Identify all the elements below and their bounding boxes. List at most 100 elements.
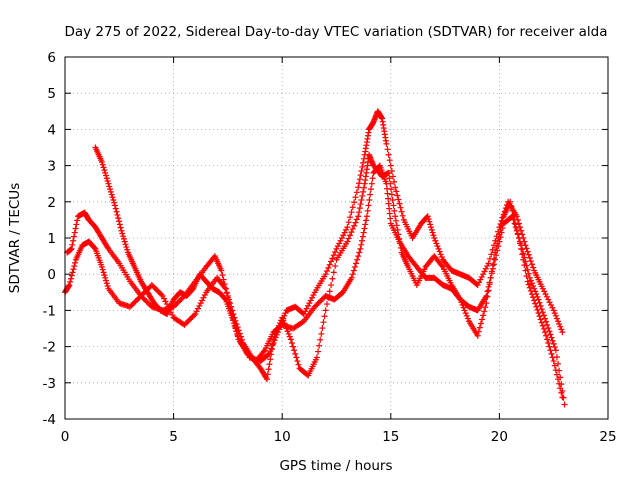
data-point (549, 337, 556, 344)
data-point (388, 191, 395, 198)
data-point (288, 339, 295, 346)
data-point (114, 211, 121, 218)
data-point (99, 161, 106, 168)
data-point (488, 270, 495, 277)
data-point (436, 248, 443, 255)
x-tick-labels: 0 5 10 15 20 25 (61, 429, 617, 445)
data-point (135, 295, 142, 302)
data-point (391, 178, 398, 185)
data-point (356, 249, 363, 256)
data-point (549, 304, 556, 311)
data-point (133, 296, 140, 303)
data-point (319, 325, 326, 332)
data-point (537, 316, 544, 323)
data-point (526, 254, 533, 261)
data-point (526, 274, 533, 281)
data-point (387, 162, 394, 169)
data-point (118, 227, 125, 234)
data-point (369, 175, 376, 182)
data-point (120, 235, 127, 242)
data-point (68, 245, 75, 252)
data-point (136, 294, 143, 301)
data-point (221, 284, 228, 291)
data-point (313, 354, 320, 361)
data-point (362, 221, 369, 228)
data-point (71, 229, 78, 236)
data-point (186, 316, 193, 323)
data-point (318, 330, 325, 337)
data-point (108, 191, 115, 198)
data-point (131, 299, 138, 306)
data-point (358, 241, 365, 248)
data-point (178, 295, 185, 302)
data-point (546, 343, 553, 350)
data-point (384, 146, 391, 153)
data-point (174, 299, 181, 306)
data-point (552, 312, 559, 319)
data-point (345, 219, 352, 226)
data-point (159, 292, 166, 299)
data-point (234, 333, 241, 340)
data-point (98, 263, 105, 270)
data-point (105, 180, 112, 187)
data-point (360, 229, 367, 236)
data-point (391, 207, 398, 214)
data-point (343, 226, 350, 233)
data-point (221, 295, 228, 302)
data-point (520, 250, 527, 257)
data-point (113, 208, 120, 215)
data-point (430, 232, 437, 239)
data-point (333, 245, 340, 252)
data-point (326, 261, 333, 268)
y-tick-label: -3 (43, 376, 56, 392)
data-point (519, 246, 526, 253)
data-point (190, 312, 197, 319)
y-tick-label: -4 (43, 412, 56, 428)
data-point (330, 269, 337, 276)
data-point (482, 304, 489, 311)
data-point (477, 320, 484, 327)
data-point (359, 233, 366, 240)
data-point (548, 350, 555, 357)
series-track-c (92, 144, 568, 408)
data-point (546, 328, 553, 335)
data-point (464, 315, 471, 322)
data-point (322, 307, 329, 314)
data-point (353, 189, 360, 196)
data-point (200, 294, 207, 301)
data-point (477, 276, 484, 283)
data-point (73, 221, 80, 228)
data-point (67, 275, 74, 282)
data-point (330, 252, 337, 259)
data-point (542, 291, 549, 298)
data-point (424, 213, 431, 220)
data-point (292, 350, 299, 357)
data-point (356, 176, 363, 183)
data-point (70, 233, 77, 240)
data-point (310, 292, 317, 299)
data-point (344, 224, 351, 231)
data-point (67, 278, 74, 285)
axis-ticks (64, 56, 609, 420)
data-point (313, 302, 320, 309)
data-point (551, 362, 558, 369)
data-point (359, 237, 366, 244)
data-point (315, 299, 322, 306)
data-point (484, 263, 491, 270)
data-point (527, 277, 534, 284)
data-point (490, 261, 497, 268)
y-tick-label: 2 (47, 195, 56, 211)
data-point (68, 272, 75, 279)
data-point (524, 248, 531, 255)
data-point (363, 217, 370, 224)
data-point (152, 286, 159, 293)
data-point (229, 314, 236, 321)
data-point (321, 313, 328, 320)
data-point (543, 293, 550, 300)
data-point (551, 310, 558, 317)
data-point (528, 280, 535, 287)
data-point (287, 336, 294, 343)
data-point (543, 318, 550, 325)
data-point (530, 264, 537, 271)
